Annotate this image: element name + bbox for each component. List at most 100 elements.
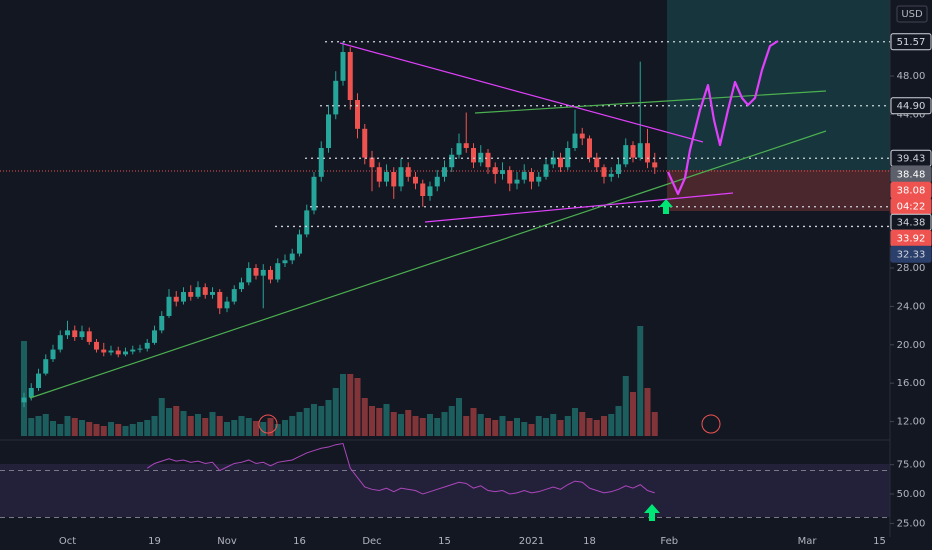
- volume-bar: [195, 414, 201, 436]
- candle-body: [159, 315, 165, 331]
- candle-body: [529, 172, 534, 182]
- earnings-marker[interactable]: [701, 414, 721, 434]
- trendline: [474, 90, 827, 114]
- volume-bar: [340, 374, 346, 436]
- volume-bar: [303, 408, 310, 436]
- price-label-box: [890, 97, 932, 115]
- y-tick-label: 44.00: [897, 109, 926, 120]
- volume-bar: [42, 414, 49, 436]
- candle-body: [507, 170, 513, 184]
- candle-body: [297, 234, 302, 254]
- volume-bar: [586, 418, 593, 436]
- volume-bar: [434, 418, 441, 436]
- volume-bar: [216, 416, 223, 436]
- volume-bar: [390, 412, 397, 436]
- volume-bar: [506, 421, 513, 436]
- candle-body: [645, 143, 650, 163]
- candle-body: [28, 387, 34, 398]
- volume-bar: [369, 406, 375, 436]
- candle-body: [181, 291, 186, 302]
- candle-body: [536, 176, 542, 182]
- volume-bar: [651, 412, 658, 436]
- earnings-marker[interactable]: [258, 414, 278, 434]
- price-label: 44.90: [897, 101, 926, 112]
- volume-bar: [499, 416, 506, 436]
- candle-body: [340, 52, 346, 81]
- volume-bar: [238, 416, 245, 436]
- candle-body: [500, 170, 505, 174]
- candle-body: [616, 164, 621, 174]
- candle-body: [268, 269, 273, 280]
- x-tick-label: 15: [438, 536, 451, 547]
- candle-body: [65, 330, 70, 336]
- candle-body: [630, 145, 636, 158]
- candle-body: [79, 331, 85, 338]
- rsi-band: [0, 464, 890, 517]
- volume-bar: [601, 416, 607, 436]
- volume-bar: [456, 398, 462, 436]
- volume-bar: [144, 420, 151, 436]
- price-label: 38.48: [897, 169, 926, 180]
- candle-body: [289, 253, 295, 261]
- candle-body: [86, 331, 92, 342]
- volume-bar: [245, 418, 252, 436]
- volume-bar: [35, 416, 42, 436]
- candle-body: [391, 172, 397, 187]
- candle-body: [188, 291, 194, 297]
- volume-bar: [347, 374, 354, 436]
- target-zone: [667, 0, 890, 170]
- candle-body: [485, 152, 491, 168]
- candle-body: [608, 173, 614, 177]
- candle-body: [72, 330, 78, 338]
- volume-bar: [202, 418, 209, 436]
- arrow-up: [644, 504, 660, 521]
- volume-bar: [622, 376, 629, 436]
- volume-bar: [361, 398, 368, 436]
- candle-body: [202, 287, 208, 295]
- volume-bar: [231, 420, 238, 436]
- volume-bar: [332, 388, 339, 436]
- volume-bar: [122, 426, 129, 436]
- trendline: [29, 130, 827, 399]
- volume-bar: [129, 424, 136, 436]
- rsi-tick-label: 50.00: [897, 489, 926, 500]
- volume-bar: [50, 421, 56, 436]
- y-tick-label: 24.00: [897, 301, 926, 312]
- candle-body: [463, 143, 469, 149]
- trendline: [339, 42, 704, 143]
- candle-body: [478, 152, 484, 163]
- volume-bar: [289, 416, 296, 436]
- y-tick-label: 12.00: [897, 417, 926, 428]
- candle-body: [253, 267, 259, 276]
- volume-bar: [64, 416, 71, 436]
- volume-bar: [282, 420, 288, 436]
- currency-box[interactable]: [896, 5, 928, 23]
- candle-body: [420, 183, 426, 197]
- volume-bar: [427, 414, 433, 436]
- price-label: 32.33: [897, 249, 926, 260]
- arrow-up: [659, 199, 673, 214]
- volume-bar: [448, 406, 455, 436]
- volume-bar: [412, 416, 419, 436]
- x-tick-label: Mar: [798, 536, 818, 547]
- rsi-tick-label: 25.00: [897, 518, 926, 529]
- y-tick-label: 16.00: [897, 378, 926, 389]
- candle-body: [217, 291, 223, 309]
- volume-bar: [557, 420, 564, 436]
- x-tick-label: 19: [148, 536, 161, 547]
- candle-body: [376, 167, 382, 182]
- volume-bar: [593, 420, 600, 436]
- volume-bar: [405, 410, 412, 436]
- price-label-box: [890, 245, 932, 263]
- volume-bar: [441, 412, 448, 436]
- candle-body: [652, 162, 658, 168]
- volume-bar: [296, 412, 303, 436]
- candle-body: [94, 341, 99, 350]
- candle-body: [115, 350, 121, 355]
- volume-bar: [267, 418, 274, 436]
- candle-body: [260, 269, 266, 276]
- candle-body: [384, 172, 389, 182]
